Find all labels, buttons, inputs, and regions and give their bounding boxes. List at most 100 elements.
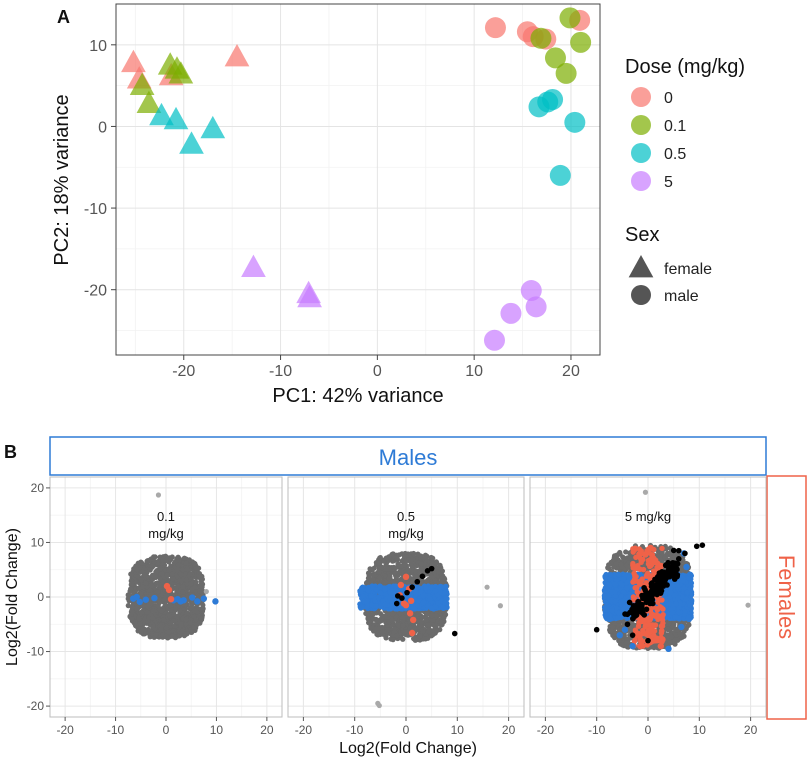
females-strip [766,475,807,720]
legend-dose-swatch [631,143,651,163]
pca-y-tick-label: -20 [84,283,107,300]
nonsig-point [151,608,157,614]
pca-x-tick-label: 0 [373,363,382,380]
nonsig-point [390,637,396,643]
nonsig-point [183,560,189,566]
nonsig-point [194,621,200,627]
nonsig-point [180,584,186,590]
legend-dose-label: 0 [664,90,673,107]
facet-x-tick-label: 0 [403,723,410,737]
pca-x-tick-label: -10 [269,363,292,380]
nonsig-point [425,635,431,641]
nonsig-point [166,613,173,619]
legend-sex-label: female [664,261,712,278]
pca-point-male-dose-0 [484,17,506,39]
facet-x-tick-label: -20 [56,723,74,737]
nonsig-point [194,565,200,571]
facet-dose-label: mg/kg [148,526,183,541]
nonsig-point [189,629,195,635]
nonsig-point [148,582,155,589]
pca-points [121,7,592,351]
nonsig-point [172,559,178,565]
nonsig-point [136,585,142,591]
nonsig-point [167,602,173,609]
nonsig-point [150,624,156,630]
nonsig-point [187,620,193,626]
nonsig-point [133,579,139,585]
nonsig-point [425,622,431,628]
facet-x-tick-label: 20 [502,723,516,737]
male-sig-point [428,605,435,611]
nonsig-point [136,616,143,622]
nonsig-point [677,631,684,637]
nonsig-point [432,577,438,584]
outlier-point [203,588,209,595]
nonsig-point [391,564,397,570]
female-sig-point [408,629,416,637]
nonsig-point [389,611,396,617]
pca-point-male-dose-5 [483,329,505,351]
legend-dose-label: 0.1 [664,118,686,135]
nonsig-point [153,631,159,638]
nonsig-point [157,582,163,588]
nonsig-point [168,556,174,563]
outlier-point [155,492,162,498]
both-sig-point [393,600,400,607]
female-sig-point [406,610,414,617]
nonsig-point [426,626,432,632]
nonsig-point [157,599,163,605]
female-sig-point [409,616,417,624]
nonsig-point [672,641,678,647]
nonsig-point [178,571,184,578]
nonsig-point [184,566,190,572]
pca-plot-frame [115,3,601,356]
legend-dose-items: 00.10.55 [631,87,686,191]
pca-x-tick-label: 10 [465,363,483,380]
nonsig-point [404,568,411,574]
nonsig-point [627,555,633,562]
female-sig-point [397,581,405,589]
facet-x-tick-label: -20 [295,723,313,737]
both-sig-point [428,565,435,572]
nonsig-point [370,576,376,582]
female-sig-point [407,597,415,605]
nonsig-point [199,589,205,595]
facet-x-tick-label: 10 [451,723,465,737]
male-sig-point [415,598,421,604]
nonsig-point [146,615,152,621]
nonsig-point [162,596,168,603]
pca-point-female-dose-0.5 [149,102,174,126]
nonsig-point [365,575,372,581]
male-sig-point [388,605,394,612]
nonsig-point [138,577,144,583]
pca-y-axis-title: PC2: 18% variance [51,94,73,265]
panel-b-label: B [4,442,17,462]
nonsig-point [166,629,172,635]
panel-a-label: A [57,7,70,27]
nonsig-point [145,603,151,609]
nonsig-point [184,610,190,616]
pca-point-male-dose-0.1 [530,27,552,49]
nonsig-point [134,606,140,612]
facet-x-tick-label: 10 [210,723,224,737]
nonsig-point [140,602,147,609]
nonsig-point [417,633,423,639]
male-sig-point [392,583,399,589]
nonsig-point [409,564,416,570]
male-sig-point [133,593,140,601]
nonsig-point [402,629,408,635]
nonsig-point [178,578,185,584]
pca-y-tick-label: -10 [84,201,107,218]
nonsig-point [406,557,412,563]
male-sig-point [358,604,365,610]
facet-nonsig-cloud [125,553,207,641]
male-sig-point [435,600,441,606]
male-sig-point [363,598,370,605]
pca-gridlines [116,4,600,355]
both-sig-point [451,630,458,637]
nonsig-point [183,577,189,583]
nonsig-point [174,614,180,620]
nonsig-point [138,591,144,597]
nonsig-point [149,563,156,569]
